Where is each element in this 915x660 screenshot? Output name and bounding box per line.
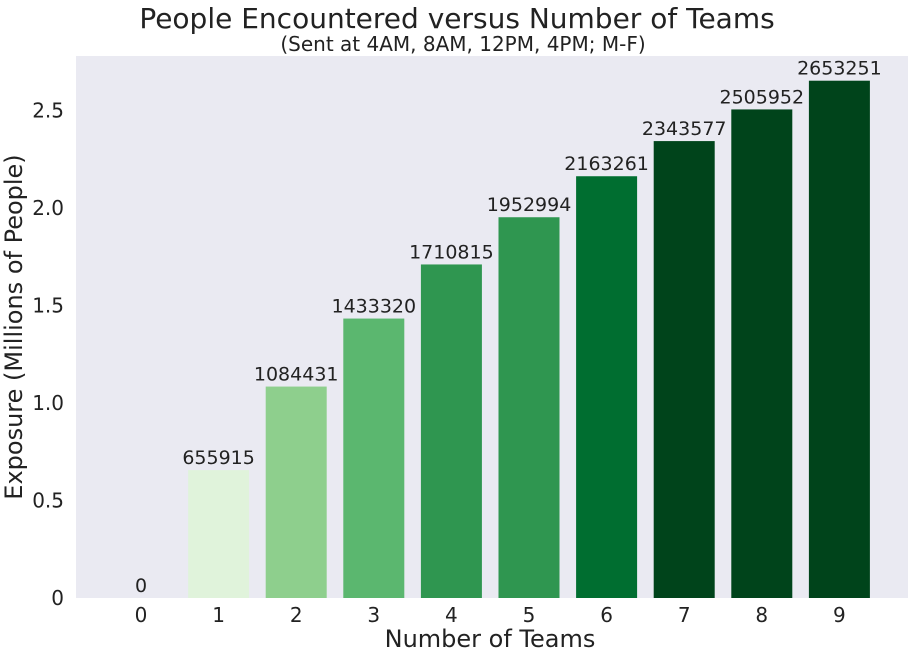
bar-2 <box>265 386 327 598</box>
bar-6 <box>576 176 638 598</box>
data-label-3: 1433320 <box>331 296 416 318</box>
x-tick-0: 0 <box>135 603 148 627</box>
data-label-7: 2343577 <box>642 118 727 140</box>
x-tick-1: 1 <box>212 603 225 627</box>
x-tick-labels: 0 1 2 3 4 5 6 7 8 9 <box>135 603 846 627</box>
chart-title: People Encountered versus Number of Team… <box>139 2 774 35</box>
bar-5 <box>498 217 560 598</box>
x-tick-8: 8 <box>755 603 768 627</box>
bar-8 <box>731 109 793 598</box>
y-tick-1.5: 1.5 <box>32 294 64 318</box>
x-tick-4: 4 <box>445 603 458 627</box>
data-label-2: 1084431 <box>254 364 339 386</box>
data-label-4: 1710815 <box>409 241 494 263</box>
y-tick-1.0: 1.0 <box>32 391 64 415</box>
x-tick-5: 5 <box>523 603 536 627</box>
y-tick-0: 0 <box>51 586 64 610</box>
data-label-5: 1952994 <box>487 194 572 216</box>
x-axis-label: Number of Teams <box>385 625 596 653</box>
y-tick-2.0: 2.0 <box>32 196 64 220</box>
x-tick-6: 6 <box>600 603 613 627</box>
bar-4 <box>420 264 482 598</box>
chart-subtitle: (Sent at 4AM, 8AM, 12PM, 4PM; M-F) <box>280 32 645 56</box>
bar-3 <box>343 318 405 598</box>
bar-1 <box>188 470 250 598</box>
x-tick-9: 9 <box>833 603 846 627</box>
x-tick-2: 2 <box>290 603 303 627</box>
data-labels-group: 0 655915 1084431 1433320 1710815 1952994 21632… <box>135 58 882 597</box>
x-tick-7: 7 <box>678 603 691 627</box>
bars-group <box>188 80 870 599</box>
y-tick-0.5: 0.5 <box>32 489 64 513</box>
y-tick-labels: 0 0.5 1.0 1.5 2.0 2.5 <box>32 99 64 610</box>
bar-7 <box>653 141 715 598</box>
y-axis-label: Exposure (Millions of People) <box>0 154 28 499</box>
data-label-9: 2653251 <box>797 58 882 80</box>
y-tick-2.5: 2.5 <box>32 99 64 123</box>
data-label-0: 0 <box>135 575 147 597</box>
x-tick-3: 3 <box>367 603 380 627</box>
data-label-8: 2505952 <box>719 86 804 108</box>
bar-9 <box>808 80 870 599</box>
data-label-1: 655915 <box>182 447 255 469</box>
data-label-6: 2163261 <box>564 153 649 175</box>
